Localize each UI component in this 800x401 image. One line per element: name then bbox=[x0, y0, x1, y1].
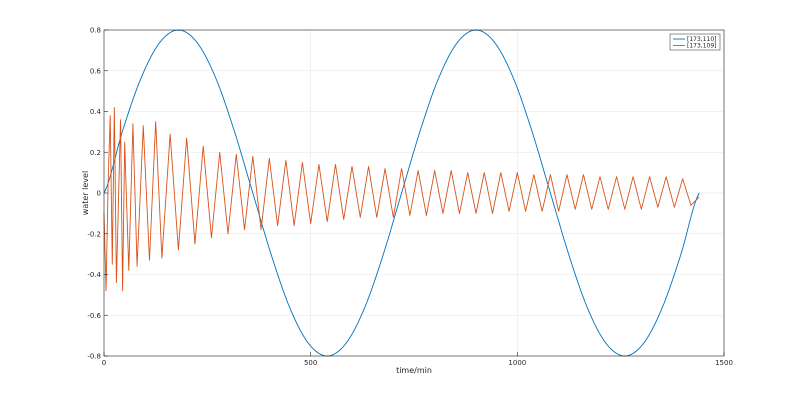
y-tick-label: -0.4 bbox=[87, 271, 101, 279]
legend-box bbox=[669, 33, 721, 51]
y-tick-label: 0.8 bbox=[90, 27, 101, 35]
legend: [173,110][173,109] bbox=[669, 33, 721, 51]
x-tick-label: 1500 bbox=[715, 359, 733, 367]
y-axis-label: water level bbox=[81, 171, 90, 215]
x-tick-label: 500 bbox=[304, 359, 317, 367]
y-tick-label: -0.2 bbox=[87, 230, 101, 238]
ticks: 0 500 1000 1500 -0.8 -0.6 -0.4 -0.2 0 0.2 0.4 0.6 0.… bbox=[87, 27, 733, 368]
y-tick-label: 0.6 bbox=[90, 67, 102, 75]
series-line-1 bbox=[103, 29, 700, 357]
x-tick-label: 1000 bbox=[508, 359, 526, 367]
y-tick-label: 0 bbox=[97, 190, 101, 198]
y-tick-label: 0.2 bbox=[90, 149, 101, 157]
x-tick-label: 0 bbox=[102, 359, 106, 367]
legend-label: [173,109] bbox=[687, 43, 717, 50]
y-tick-label: -0.6 bbox=[87, 312, 101, 320]
x-axis-label: time/min bbox=[396, 366, 432, 375]
series-layer bbox=[103, 29, 700, 357]
series-line-2 bbox=[103, 106, 700, 292]
legend-label: [173,110] bbox=[687, 36, 717, 43]
y-tick-label: -0.8 bbox=[87, 353, 101, 361]
y-tick-label: 0.4 bbox=[90, 108, 102, 116]
